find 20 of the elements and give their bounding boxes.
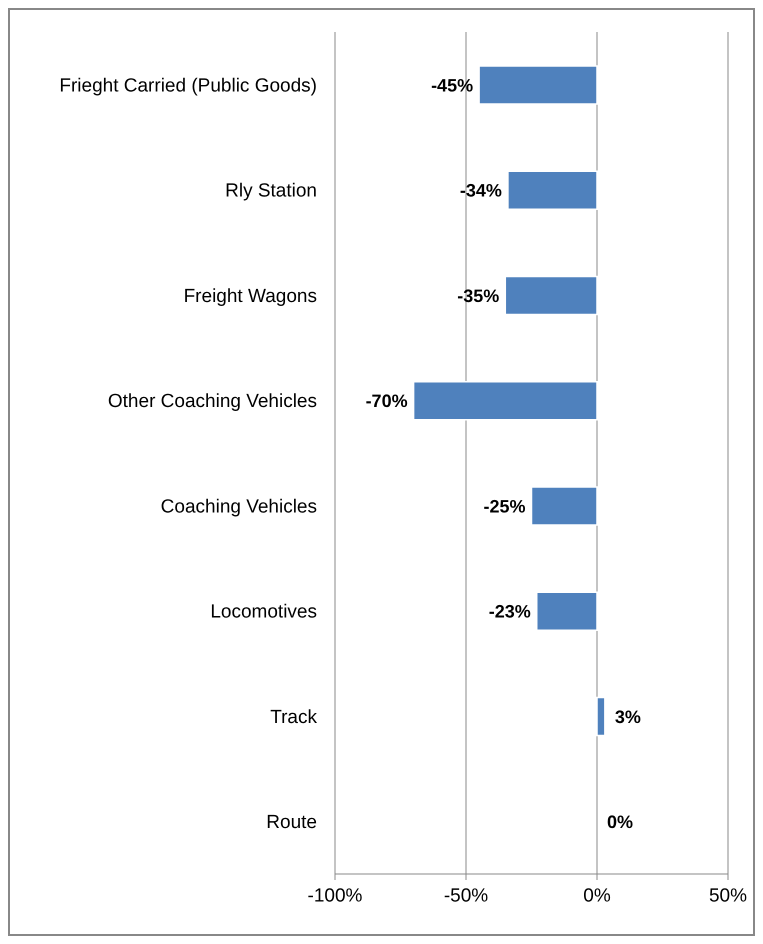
y-tick-label: Track bbox=[270, 706, 318, 728]
data-label: -23% bbox=[488, 602, 531, 622]
x-tick-label: -50% bbox=[444, 885, 488, 906]
data-label: -34% bbox=[460, 180, 502, 201]
y-tick-label: Frieght Carried (Public Goods) bbox=[59, 75, 317, 96]
y-tick-label: Freight Wagons bbox=[184, 286, 317, 307]
data-label: 0% bbox=[607, 812, 634, 832]
data-label: -35% bbox=[457, 286, 500, 306]
x-tick-label: -100% bbox=[308, 885, 363, 906]
x-tick-label: 50% bbox=[708, 885, 748, 906]
data-label: 3% bbox=[614, 706, 641, 727]
y-tick-label: Locomotives bbox=[210, 602, 317, 623]
x-tick-label: 0% bbox=[583, 885, 611, 906]
data-label: -70% bbox=[366, 391, 408, 412]
y-tick-label: Rly Station bbox=[225, 180, 317, 202]
y-tick-label: Coaching Vehicles bbox=[160, 496, 317, 518]
data-label: -25% bbox=[483, 496, 526, 516]
data-label: -45% bbox=[431, 75, 474, 96]
y-tick-label: Route bbox=[266, 812, 317, 834]
y-tick-label: Other Coaching Vehicles bbox=[108, 391, 317, 412]
